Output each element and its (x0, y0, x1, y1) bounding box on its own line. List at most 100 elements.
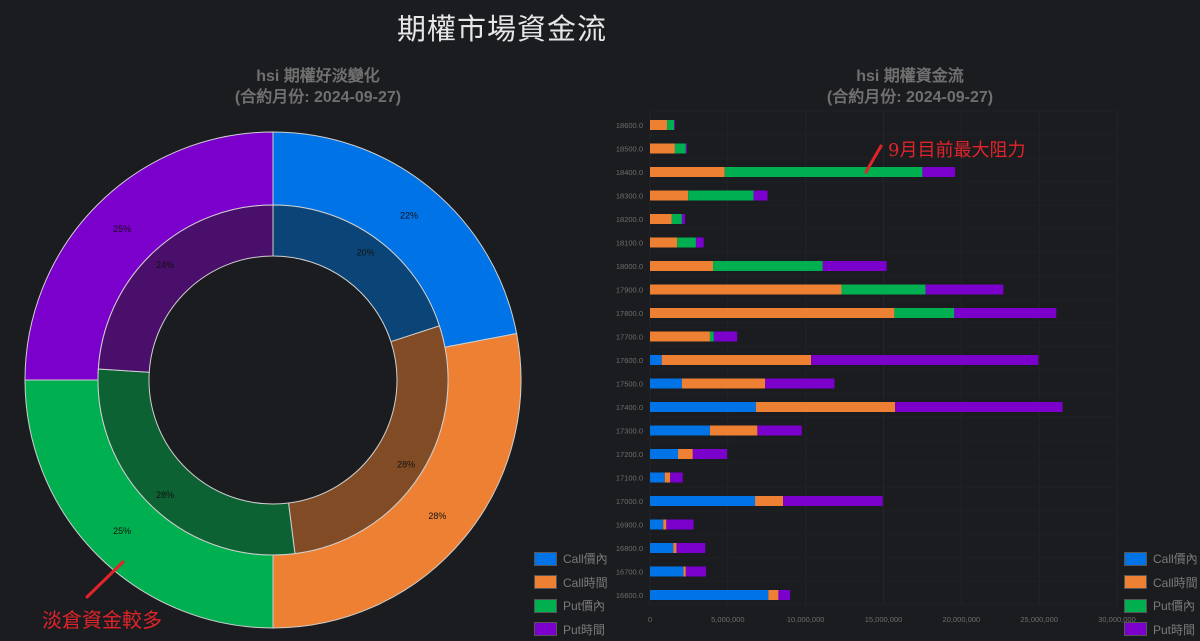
bar-segment[interactable] (650, 261, 713, 271)
y-tick-label: 18400.0 (616, 168, 643, 177)
legend-label: Put時間 (1153, 621, 1195, 638)
bar-segment[interactable] (673, 543, 676, 553)
bar-segment[interactable] (650, 402, 756, 412)
y-tick-label: 16700.0 (616, 568, 643, 577)
y-tick-label: 16600.0 (616, 591, 643, 600)
bar-segment[interactable] (894, 308, 954, 318)
legend-item-call-itm[interactable]: Call價內 (534, 547, 608, 571)
y-tick-label: 17800.0 (616, 309, 643, 318)
bar-segment[interactable] (650, 144, 675, 154)
legend-label: Put價內 (1153, 597, 1195, 614)
bar-segment[interactable] (725, 167, 923, 177)
bar-segment[interactable] (954, 308, 1056, 318)
legend-item-put-time[interactable]: Put時間 (1124, 618, 1198, 641)
bar-segment[interactable] (650, 167, 725, 177)
bar-segment[interactable] (650, 332, 710, 342)
bar-segment[interactable] (682, 379, 765, 389)
bar-segment[interactable] (710, 332, 714, 342)
legend-swatch-icon (1124, 552, 1147, 566)
bar-segment[interactable] (922, 167, 955, 177)
bar-segment[interactable] (667, 120, 674, 130)
bar-segment[interactable] (757, 426, 801, 436)
x-tick-label: 25,000,000 (1020, 615, 1058, 624)
donut-slice-label: 22% (400, 211, 418, 221)
bar-segment[interactable] (662, 355, 811, 365)
bar-segment[interactable] (686, 567, 706, 577)
bar-segment[interactable] (650, 426, 710, 436)
bar-segment[interactable] (650, 520, 663, 530)
x-tick-label: 15,000,000 (865, 615, 903, 624)
legend-swatch-icon (534, 599, 557, 613)
bar-segment[interactable] (650, 355, 662, 365)
bar-segment[interactable] (650, 308, 894, 318)
bar-segment[interactable] (778, 590, 790, 600)
donut-slice-label: 25% (113, 526, 131, 536)
bar-segment[interactable] (650, 285, 841, 295)
bar-segment[interactable] (676, 543, 705, 553)
legend-item-put-time[interactable]: Put時間 (534, 618, 608, 641)
legend-item-call-itm[interactable]: Call價內 (1124, 547, 1198, 571)
bar-segment[interactable] (650, 449, 678, 459)
bar-segment[interactable] (841, 285, 925, 295)
bar-segment[interactable] (693, 449, 727, 459)
legend-swatch-icon (1124, 599, 1147, 613)
y-tick-label: 18100.0 (616, 239, 643, 248)
bar-segment[interactable] (823, 261, 887, 271)
bar-segment[interactable] (682, 214, 685, 224)
annotation-right: 9月目前最大阻力 (888, 136, 1025, 162)
legend-label: Call價內 (563, 550, 608, 567)
bar-segment[interactable] (675, 144, 686, 154)
legend-swatch-icon (534, 575, 557, 589)
bar-segment[interactable] (672, 214, 682, 224)
bar-segment[interactable] (650, 238, 677, 248)
bar-segment[interactable] (811, 355, 1038, 365)
bar-segment[interactable] (696, 238, 704, 248)
bar-segment[interactable] (665, 473, 670, 483)
bar-segment[interactable] (765, 379, 834, 389)
bar-segment[interactable] (677, 238, 696, 248)
bar-segment[interactable] (674, 120, 675, 130)
bar-segment[interactable] (768, 590, 778, 600)
bar-segment[interactable] (710, 426, 757, 436)
legend-item-call-time[interactable]: Call時間 (534, 571, 608, 595)
bar-segment[interactable] (650, 590, 768, 600)
bar-segment[interactable] (670, 473, 682, 483)
bar-segment[interactable] (895, 402, 1062, 412)
y-tick-label: 17400.0 (616, 403, 643, 412)
bar-segment[interactable] (650, 473, 665, 483)
bar-segment[interactable] (678, 449, 693, 459)
bar-segment[interactable] (686, 144, 687, 154)
bar-segment[interactable] (663, 520, 666, 530)
bar-segment[interactable] (713, 261, 823, 271)
y-tick-label: 18300.0 (616, 192, 643, 201)
x-tick-label: 10,000,000 (787, 615, 825, 624)
bar-segment[interactable] (756, 402, 895, 412)
legend-item-call-time[interactable]: Call時間 (1124, 571, 1198, 595)
y-tick-label: 17300.0 (616, 427, 643, 436)
bar-segment[interactable] (688, 191, 753, 201)
bar-segment[interactable] (650, 191, 688, 201)
bar-segment[interactable] (783, 496, 883, 506)
bar-segment[interactable] (650, 567, 683, 577)
bar-segment[interactable] (755, 496, 783, 506)
legend-label: Call價內 (1153, 550, 1198, 567)
bar-segment[interactable] (650, 214, 672, 224)
legend-item-put-itm[interactable]: Put價內 (534, 594, 608, 618)
bar-segment[interactable] (650, 496, 755, 506)
bar-segment[interactable] (926, 285, 1004, 295)
legend-label: Put時間 (563, 621, 605, 638)
bar-segment[interactable] (754, 191, 768, 201)
bar-segment[interactable] (650, 120, 667, 130)
legend-item-put-itm[interactable]: Put價內 (1124, 594, 1198, 618)
bar-segment[interactable] (650, 543, 673, 553)
legend-label: Call時間 (1153, 574, 1198, 591)
y-tick-label: 17600.0 (616, 356, 643, 365)
bar-segment[interactable] (650, 379, 682, 389)
bar-segment[interactable] (683, 567, 685, 577)
y-tick-label: 17200.0 (616, 450, 643, 459)
bar-segment[interactable] (666, 520, 693, 530)
bar-segment[interactable] (714, 332, 737, 342)
y-tick-label: 18200.0 (616, 215, 643, 224)
